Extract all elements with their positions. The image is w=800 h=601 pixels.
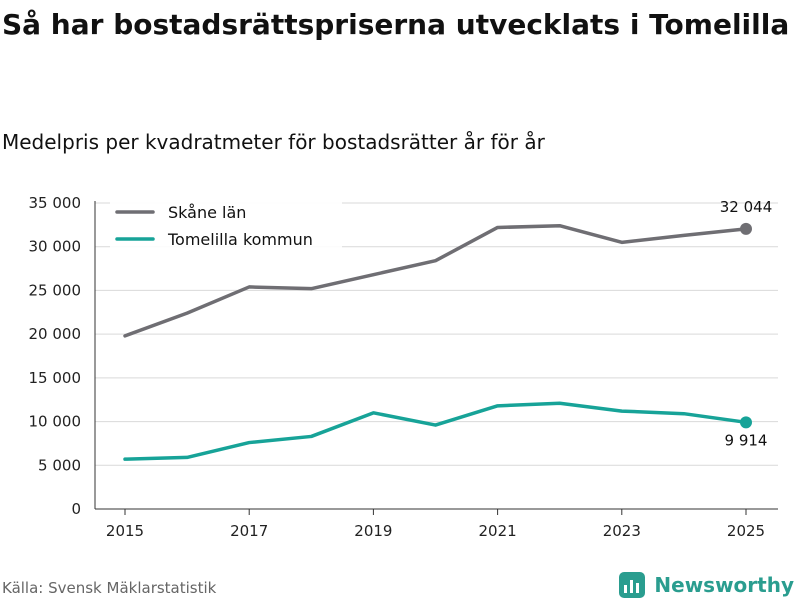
x-tick-label: 2025 — [727, 522, 765, 540]
x-tick-label: 2021 — [479, 522, 517, 540]
y-tick-label: 25 000 — [29, 281, 82, 299]
y-tick-label: 0 — [71, 500, 81, 518]
end-marker — [740, 223, 752, 235]
end-marker — [740, 416, 752, 428]
y-tick-label: 15 000 — [29, 369, 82, 387]
end-data-label: 32 044 — [720, 198, 773, 216]
legend-item-label: Skåne län — [168, 203, 246, 222]
end-data-label: 9 914 — [725, 431, 768, 449]
source-note: Källa: Svensk Mäklarstatistik — [2, 579, 216, 597]
y-tick-label: 10 000 — [29, 413, 82, 431]
y-tick-label: 30 000 — [29, 238, 82, 256]
legend-item-label: Tomelilla kommun — [167, 230, 313, 249]
x-tick-label: 2019 — [354, 522, 392, 540]
newsworthy-logo-icon — [618, 571, 646, 599]
x-tick-label: 2015 — [106, 522, 144, 540]
y-tick-label: 5 000 — [38, 456, 81, 474]
y-tick-label: 35 000 — [29, 194, 82, 212]
brand-logo: Newsworthy — [618, 569, 794, 601]
brand-name: Newsworthy — [654, 573, 794, 597]
series-line-tomelilla — [125, 403, 746, 459]
x-tick-label: 2023 — [603, 522, 641, 540]
y-tick-label: 20 000 — [29, 325, 82, 343]
x-tick-label: 2017 — [230, 522, 268, 540]
